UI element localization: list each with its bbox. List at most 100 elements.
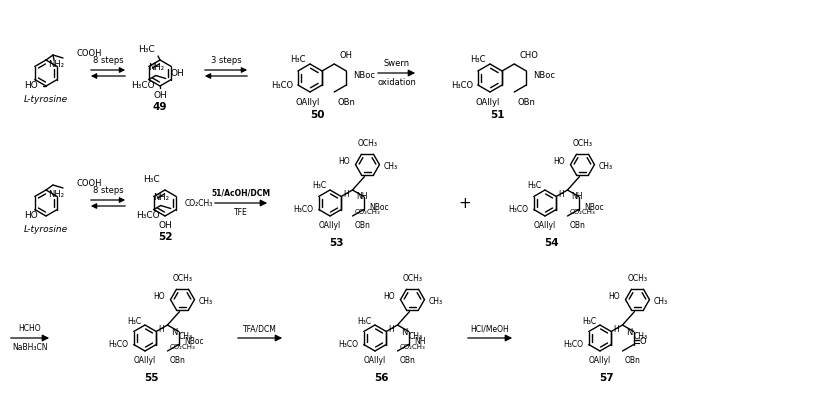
Text: TFE: TFE — [234, 208, 248, 217]
Text: HO: HO — [383, 292, 395, 301]
Text: HO: HO — [553, 157, 565, 166]
Text: OCH₃: OCH₃ — [628, 273, 648, 282]
Text: CO₂CH₃: CO₂CH₃ — [184, 199, 213, 208]
Text: H₃CO: H₃CO — [132, 81, 155, 90]
Text: CH₃: CH₃ — [384, 162, 397, 171]
Text: H₃C: H₃C — [357, 316, 371, 325]
Text: NBoc: NBoc — [370, 202, 389, 211]
Text: HO: HO — [24, 211, 38, 221]
Text: CH₃: CH₃ — [634, 332, 648, 341]
Text: 3 steps: 3 steps — [210, 56, 241, 65]
Text: OBn: OBn — [400, 356, 416, 365]
Text: OH: OH — [171, 69, 184, 78]
Text: H₃CO: H₃CO — [137, 211, 160, 221]
Text: NBoc: NBoc — [584, 202, 604, 211]
Text: H₃CO: H₃CO — [109, 340, 129, 349]
Text: OBn: OBn — [354, 221, 370, 230]
Text: OAllyl: OAllyl — [364, 356, 386, 365]
Text: COOH: COOH — [76, 48, 101, 57]
Text: CO₂CH₃: CO₂CH₃ — [570, 209, 595, 215]
Text: TFA/DCM: TFA/DCM — [243, 324, 277, 333]
Text: N: N — [172, 328, 178, 337]
Text: OH: OH — [153, 91, 167, 100]
Text: +: + — [458, 195, 471, 211]
Text: OCH₃: OCH₃ — [402, 273, 422, 282]
Text: H₃C: H₃C — [138, 45, 155, 54]
Text: 52: 52 — [158, 232, 173, 242]
Text: OAllyl: OAllyl — [296, 98, 320, 107]
Text: N: N — [401, 328, 408, 337]
Text: N: N — [627, 328, 633, 337]
Text: NH: NH — [572, 192, 583, 201]
Text: O: O — [639, 337, 646, 347]
Text: OAllyl: OAllyl — [534, 221, 556, 230]
Text: L-tyrosine: L-tyrosine — [24, 95, 68, 104]
Text: CH₃: CH₃ — [408, 332, 422, 341]
Text: OCH₃: OCH₃ — [173, 273, 193, 282]
Text: H₃C: H₃C — [127, 316, 141, 325]
Text: NaBH₃CN: NaBH₃CN — [13, 343, 48, 352]
Text: H: H — [389, 325, 395, 334]
Text: OAllyl: OAllyl — [589, 356, 611, 365]
Text: 54: 54 — [544, 238, 559, 248]
Text: OAllyl: OAllyl — [134, 356, 156, 365]
Text: H₃C: H₃C — [470, 55, 486, 64]
Text: NH: NH — [415, 337, 426, 347]
Text: NH₂: NH₂ — [48, 60, 64, 69]
Text: H: H — [158, 325, 164, 334]
Text: 50: 50 — [310, 110, 324, 120]
Text: 56: 56 — [375, 373, 389, 383]
Text: OCH₃: OCH₃ — [572, 139, 592, 147]
Text: OBn: OBn — [517, 98, 535, 107]
Text: NBoc: NBoc — [533, 71, 556, 79]
Text: HCHO: HCHO — [18, 324, 41, 333]
Text: 8 steps: 8 steps — [93, 56, 123, 65]
Text: 53: 53 — [329, 238, 344, 248]
Text: HO: HO — [338, 157, 349, 166]
Text: CH₃: CH₃ — [428, 297, 442, 306]
Text: CHO: CHO — [520, 51, 538, 60]
Text: H₃C: H₃C — [527, 181, 541, 190]
Text: H₃CO: H₃CO — [339, 340, 359, 349]
Text: L-tyrosine: L-tyrosine — [24, 225, 68, 234]
Text: OAllyl: OAllyl — [476, 98, 500, 107]
Text: H₃CO: H₃CO — [271, 81, 292, 90]
Text: H: H — [613, 325, 619, 334]
Text: 55: 55 — [144, 373, 158, 383]
Text: OBn: OBn — [169, 356, 185, 365]
Text: HO: HO — [608, 292, 619, 301]
Text: CH₃: CH₃ — [598, 162, 613, 171]
Text: NH₂: NH₂ — [48, 190, 64, 199]
Text: NH₂: NH₂ — [147, 62, 163, 71]
Text: Swern: Swern — [384, 59, 410, 68]
Text: CO₂CH₃: CO₂CH₃ — [354, 209, 380, 215]
Text: H₃CO: H₃CO — [294, 205, 313, 214]
Text: OBn: OBn — [570, 221, 586, 230]
Text: H₃C: H₃C — [143, 175, 160, 184]
Text: H: H — [344, 190, 349, 199]
Text: CO₂CH₃: CO₂CH₃ — [400, 344, 425, 350]
Text: NBoc: NBoc — [184, 337, 204, 347]
Text: HCl/MeOH: HCl/MeOH — [471, 324, 510, 333]
Text: CH₃: CH₃ — [178, 332, 193, 341]
Text: H₃CO: H₃CO — [509, 205, 529, 214]
Text: 8 steps: 8 steps — [93, 186, 123, 195]
Text: H₃CO: H₃CO — [451, 81, 473, 90]
Text: H₃C: H₃C — [312, 181, 326, 190]
Text: CO₂CH₃: CO₂CH₃ — [169, 344, 195, 350]
Text: OAllyl: OAllyl — [319, 221, 341, 230]
Text: NH₂: NH₂ — [153, 192, 168, 202]
Text: H: H — [559, 190, 565, 199]
Text: 51: 51 — [489, 110, 504, 120]
Text: oxidation: oxidation — [377, 78, 416, 87]
Text: CH₃: CH₃ — [199, 297, 213, 306]
Text: H₃C: H₃C — [291, 55, 306, 64]
Text: H₃CO: H₃CO — [564, 340, 584, 349]
Text: NH: NH — [356, 192, 368, 201]
Text: OH: OH — [158, 221, 172, 230]
Text: HO: HO — [24, 81, 38, 90]
Text: 51/AcOH/DCM: 51/AcOH/DCM — [211, 188, 271, 197]
Text: OCH₃: OCH₃ — [358, 139, 377, 147]
Text: OH: OH — [339, 51, 352, 60]
Text: OBn: OBn — [624, 356, 640, 365]
